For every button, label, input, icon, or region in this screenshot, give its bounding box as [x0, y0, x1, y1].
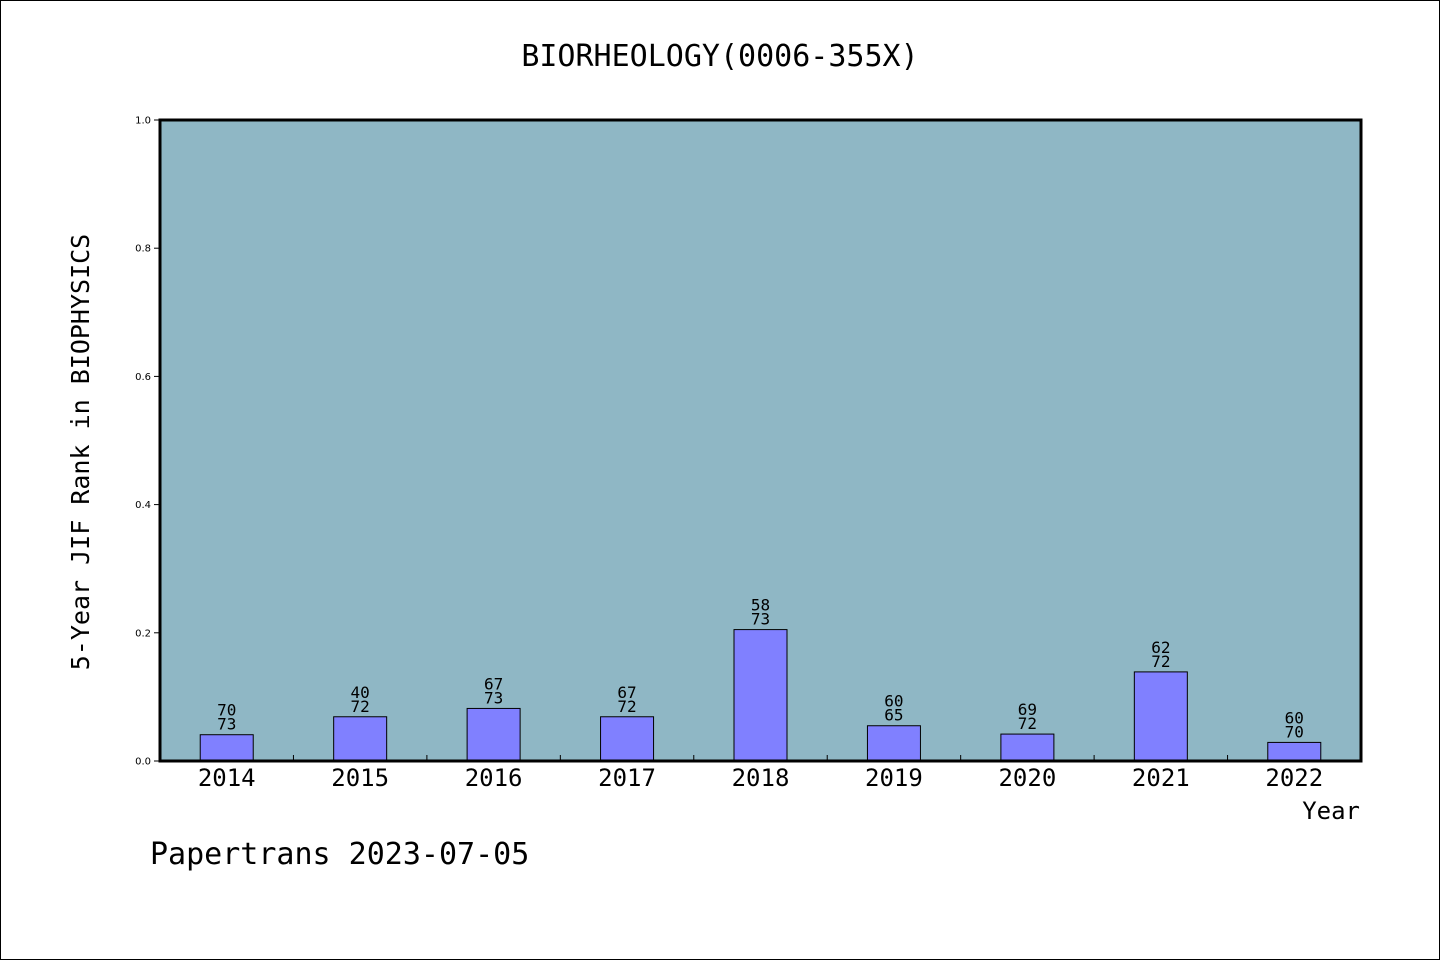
- data-label-top-2019: 60: [884, 692, 903, 711]
- data-label-top-2014: 70: [217, 701, 236, 720]
- x-tick-label-2021: 2021: [1132, 764, 1190, 792]
- x-axis-label: Year: [1302, 797, 1360, 825]
- x-tick-label-2019: 2019: [865, 764, 923, 792]
- x-axis-ticks: 2014 2015 2016 2017 2018 2019 2020 2021 2022: [198, 755, 1323, 792]
- bar-2021: [1133, 671, 1188, 762]
- x-tick-label-2020: 2020: [998, 764, 1056, 792]
- x-tick-label-2016: 2016: [465, 764, 523, 792]
- data-label-bottom-2021: 72: [1151, 652, 1170, 671]
- x-tick-label-2022: 2022: [1265, 764, 1323, 792]
- data-label-top-2015: 40: [351, 683, 370, 702]
- bar-2019: [866, 725, 921, 762]
- data-label-bottom-2019: 65: [884, 706, 903, 725]
- x-tick-label-2014: 2014: [198, 764, 256, 792]
- y-tick-label-0: 0.0: [135, 757, 151, 768]
- data-label-bottom-2020: 72: [1018, 714, 1037, 733]
- data-label-bottom-2018: 73: [751, 610, 770, 629]
- footer-text: Papertrans 2023-07-05: [150, 837, 529, 872]
- data-label-top-2020: 69: [1018, 700, 1037, 719]
- y-tick-label-2: 0.4: [135, 500, 151, 511]
- data-label-bottom-2014: 73: [217, 715, 236, 734]
- y-tick-label-4: 0.8: [135, 244, 151, 255]
- data-label-bottom-2015: 72: [351, 697, 370, 716]
- bars-group: [199, 629, 1322, 762]
- y-axis-label: 5-Year JIF Rank in BIOPHYSICS: [66, 234, 95, 671]
- data-label-top-2018: 58: [751, 596, 770, 615]
- data-label-top-2016: 67: [484, 674, 503, 693]
- bar-2020: [1000, 733, 1055, 762]
- y-tick-label-3: 0.6: [135, 372, 151, 383]
- data-label-top-2017: 67: [617, 683, 636, 702]
- bar-2018: [733, 629, 788, 762]
- data-label-bottom-2016: 73: [484, 688, 503, 707]
- bar-2015: [333, 716, 388, 762]
- plot-border: [158, 118, 1363, 763]
- x-tick-label-2015: 2015: [331, 764, 389, 792]
- x-tick-label-2017: 2017: [598, 764, 656, 792]
- chart-title: BIORHEOLOGY(0006-355X): [521, 39, 918, 74]
- bar-2017: [600, 716, 655, 762]
- bar-2022: [1267, 741, 1322, 762]
- bar-2014: [199, 734, 254, 762]
- data-label-top-2021: 62: [1151, 638, 1170, 657]
- data-label-bottom-2017: 72: [617, 697, 636, 716]
- y-axis-ticks: 0.0 0.2 0.4 0.6 0.8 1.0: [135, 116, 160, 768]
- bar-2016: [466, 707, 521, 762]
- y-tick-label-1: 0.2: [135, 628, 151, 639]
- data-label-bottom-2022: 70: [1285, 722, 1304, 741]
- y-tick-label-5: 1.0: [135, 116, 151, 127]
- x-tick-label-2018: 2018: [732, 764, 790, 792]
- data-label-top-2022: 60: [1285, 708, 1304, 727]
